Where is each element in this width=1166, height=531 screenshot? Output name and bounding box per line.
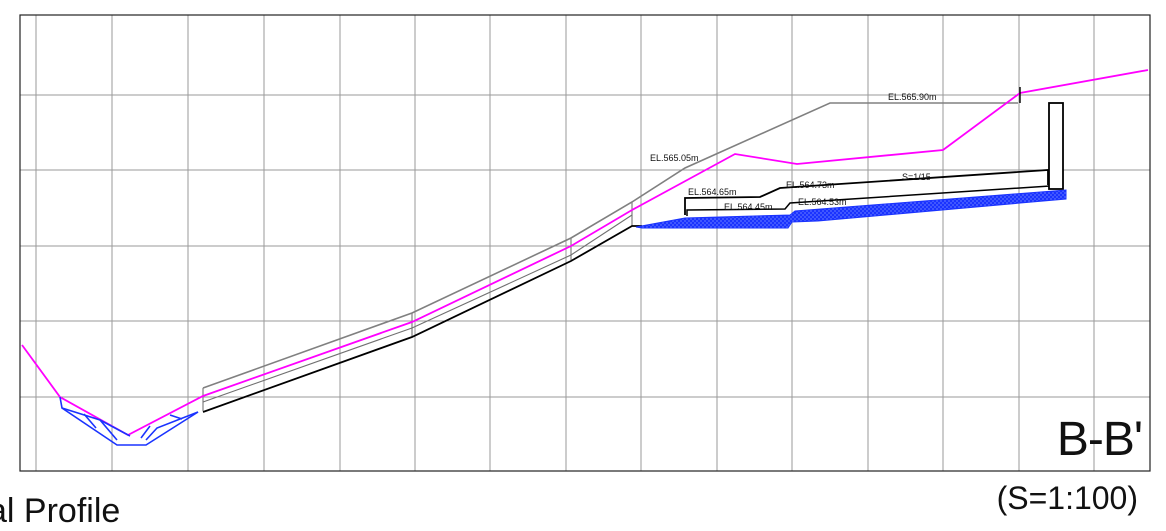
retaining-wall	[1048, 102, 1064, 190]
drawing-title: al Profile	[0, 492, 121, 530]
label-el-565-90: EL.565.90m	[888, 92, 937, 102]
upper-step-line	[684, 169, 1049, 215]
label-el-565-05: EL.565.05m	[650, 153, 699, 163]
structure-line	[202, 225, 642, 413]
drawing-frame	[19, 14, 1151, 472]
inner-gray-line	[202, 214, 633, 403]
label-el-564-45: EL.564.45m	[724, 202, 773, 212]
label-el-564-65: EL.564.65m	[688, 187, 737, 197]
lower-step-line	[686, 185, 1051, 216]
channel-fill	[635, 189, 1067, 229]
section-label: B-B'	[1056, 413, 1143, 466]
label-slope: S=1/15	[902, 172, 931, 182]
label-el-564-73: EL.564.73m	[786, 180, 835, 190]
left-ditch	[59, 396, 199, 446]
label-el-564-53: EL.564.53m	[798, 197, 847, 207]
scale-label: (S=1:100)	[996, 480, 1138, 516]
